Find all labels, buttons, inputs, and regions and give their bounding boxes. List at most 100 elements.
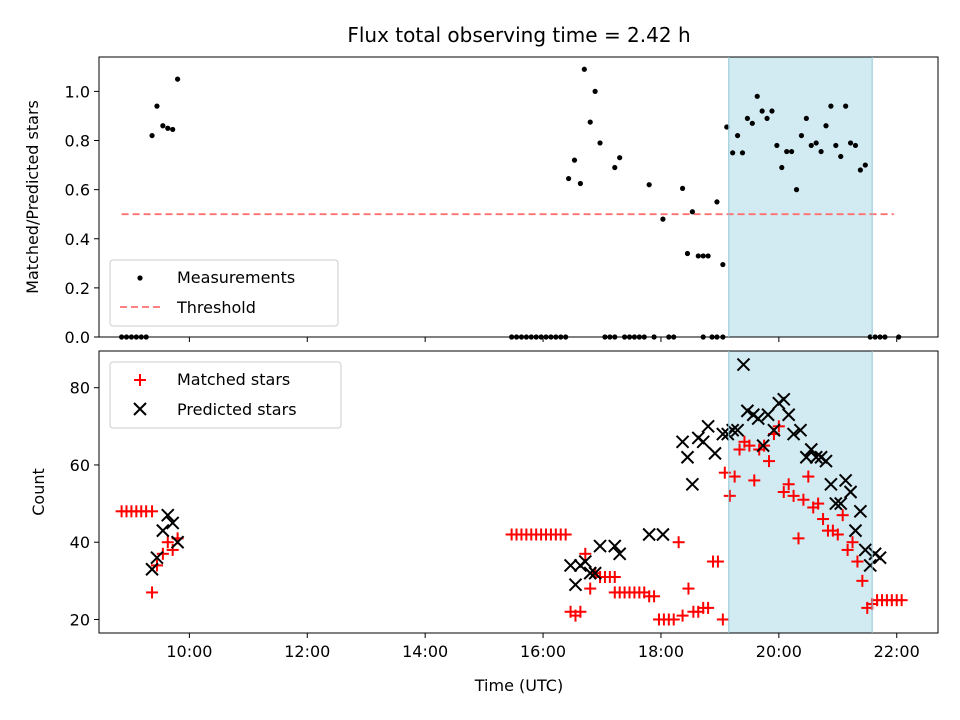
predicted-point (708, 446, 722, 461)
measurement-point (730, 150, 736, 156)
measurement-point (149, 132, 155, 139)
measurement-point (714, 199, 720, 205)
bottom-x-ticks: 10:00 12:00 14:00 16:00 18:00 20:00 22:00 (166, 633, 920, 661)
measurement-point (779, 164, 785, 171)
matched-point (676, 609, 689, 622)
matched-point (584, 582, 597, 595)
top-highlight-span (728, 57, 873, 337)
measurement-point (724, 124, 730, 130)
measurement-point (577, 180, 583, 187)
measurement-point (833, 142, 839, 149)
matched-point (711, 555, 724, 568)
matched-point (787, 489, 800, 502)
predicted-points (145, 357, 887, 592)
xtick-label: 22:00 (874, 642, 920, 661)
predicted-point (583, 566, 597, 580)
measurement-point (581, 66, 587, 72)
predicted-point (824, 477, 838, 491)
matched-point (702, 601, 715, 614)
legend-matched-marker (134, 374, 146, 386)
bottom-ytick-label: 80 (70, 379, 90, 398)
matched-point (156, 547, 169, 560)
bottom-y-ticks: 20 40 60 80 (70, 379, 99, 629)
matched-point (648, 590, 661, 603)
measurement-point (774, 142, 780, 149)
measurement-point (646, 182, 652, 188)
predicted-point (578, 554, 593, 569)
predicted-point (843, 485, 858, 499)
measurement-point (769, 108, 775, 114)
matched-point (743, 439, 756, 452)
matched-point (667, 613, 680, 626)
predicted-point (701, 419, 715, 434)
matched-point (817, 513, 830, 526)
top-ytick-label: 0.0 (65, 328, 90, 347)
bottom-legend: Matched stars Predicted stars (109, 361, 342, 429)
predicted-point (838, 473, 853, 488)
predicted-point (588, 566, 602, 580)
matched-point (836, 509, 849, 522)
measurement-point (759, 108, 765, 114)
matched-point (802, 470, 815, 483)
measurement-point (566, 175, 572, 182)
measurement-point (823, 123, 829, 129)
chart-title: Flux total observing time = 2.42 h (347, 23, 690, 47)
measurement-point (597, 140, 603, 146)
measurement-point (808, 142, 814, 149)
top-axes-frame (98, 56, 939, 338)
predicted-point (730, 423, 745, 437)
matched-point (146, 505, 159, 518)
predicted-point (863, 558, 877, 573)
predicted-point (793, 423, 808, 437)
predicted-point (853, 504, 868, 519)
predicted-point (834, 496, 848, 511)
measurement-point (660, 216, 666, 222)
measurement-points (118, 66, 902, 340)
matched-point (856, 574, 869, 587)
measurement-point (803, 115, 809, 122)
matched-point (851, 555, 864, 568)
predicted-point (685, 477, 700, 491)
measurement-point (847, 140, 854, 146)
predicted-point (608, 539, 622, 553)
measurement-point (749, 120, 755, 126)
measurement-point (789, 148, 795, 155)
predicted-point (568, 578, 583, 592)
top-ytick-label: 0.4 (65, 230, 90, 249)
predicted-point (145, 562, 159, 576)
measurement-point (754, 93, 760, 99)
legend-predicted-marker (133, 402, 147, 416)
predicted-point (751, 411, 765, 426)
top-ytick-label: 0.2 (65, 279, 90, 298)
measurement-point (720, 261, 726, 268)
measurement-point (154, 103, 160, 109)
xtick-label: 20:00 (756, 642, 802, 661)
bottom-ylabel: Count (29, 468, 48, 516)
predicted-point (696, 435, 710, 449)
measurement-point (695, 253, 701, 259)
measurement-point (174, 76, 181, 82)
matched-point (777, 486, 790, 498)
bottom-ytick-label: 40 (70, 533, 90, 552)
measurement-point (798, 132, 805, 139)
x-axis-label: Time (UTC) (474, 676, 563, 695)
measurement-point (160, 123, 166, 129)
predicted-point (756, 438, 770, 453)
measurement-point (689, 209, 695, 215)
measurement-point (679, 185, 686, 192)
predicted-point (809, 450, 823, 464)
predicted-point (593, 539, 607, 553)
legend-predicted-label: Predicted stars (177, 400, 297, 419)
measurement-point (612, 164, 618, 171)
predicted-point (819, 454, 833, 468)
predicted-point (563, 558, 578, 573)
measurement-point (784, 148, 790, 155)
legend-measurements-label: Measurements (177, 268, 295, 287)
predicted-point (680, 450, 695, 464)
measurement-point (705, 253, 711, 259)
measurement-point (684, 250, 691, 257)
xtick-label: 16:00 (520, 642, 566, 661)
measurement-point (734, 132, 741, 139)
matched-point (733, 443, 746, 456)
measurement-point (828, 103, 834, 109)
